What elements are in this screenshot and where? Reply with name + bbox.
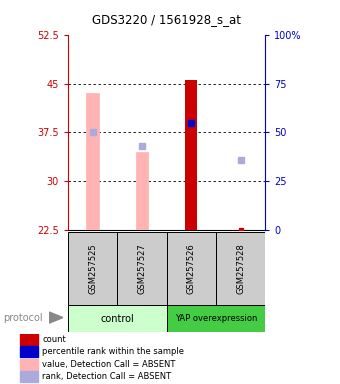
Text: GSM257528: GSM257528 xyxy=(236,243,245,294)
Bar xyxy=(20,346,37,357)
Bar xyxy=(167,305,265,332)
Polygon shape xyxy=(49,312,63,323)
Bar xyxy=(185,80,198,230)
Bar xyxy=(136,152,148,230)
Text: count: count xyxy=(42,334,66,344)
Bar xyxy=(20,359,37,369)
Bar xyxy=(68,232,117,305)
Bar xyxy=(68,305,167,332)
Text: GDS3220 / 1561928_s_at: GDS3220 / 1561928_s_at xyxy=(92,13,241,26)
Text: GSM257526: GSM257526 xyxy=(187,243,196,294)
Text: protocol: protocol xyxy=(3,313,43,323)
Bar xyxy=(167,232,216,305)
Bar xyxy=(117,232,167,305)
Text: GSM257527: GSM257527 xyxy=(137,243,147,294)
Text: rank, Detection Call = ABSENT: rank, Detection Call = ABSENT xyxy=(42,372,171,381)
Bar xyxy=(86,93,99,230)
Bar xyxy=(20,371,37,382)
Text: percentile rank within the sample: percentile rank within the sample xyxy=(42,347,184,356)
Text: GSM257525: GSM257525 xyxy=(88,243,97,294)
Bar xyxy=(20,334,37,344)
Text: value, Detection Call = ABSENT: value, Detection Call = ABSENT xyxy=(42,359,176,369)
Bar xyxy=(216,232,265,305)
Text: YAP overexpression: YAP overexpression xyxy=(175,314,257,323)
Text: control: control xyxy=(100,314,134,324)
